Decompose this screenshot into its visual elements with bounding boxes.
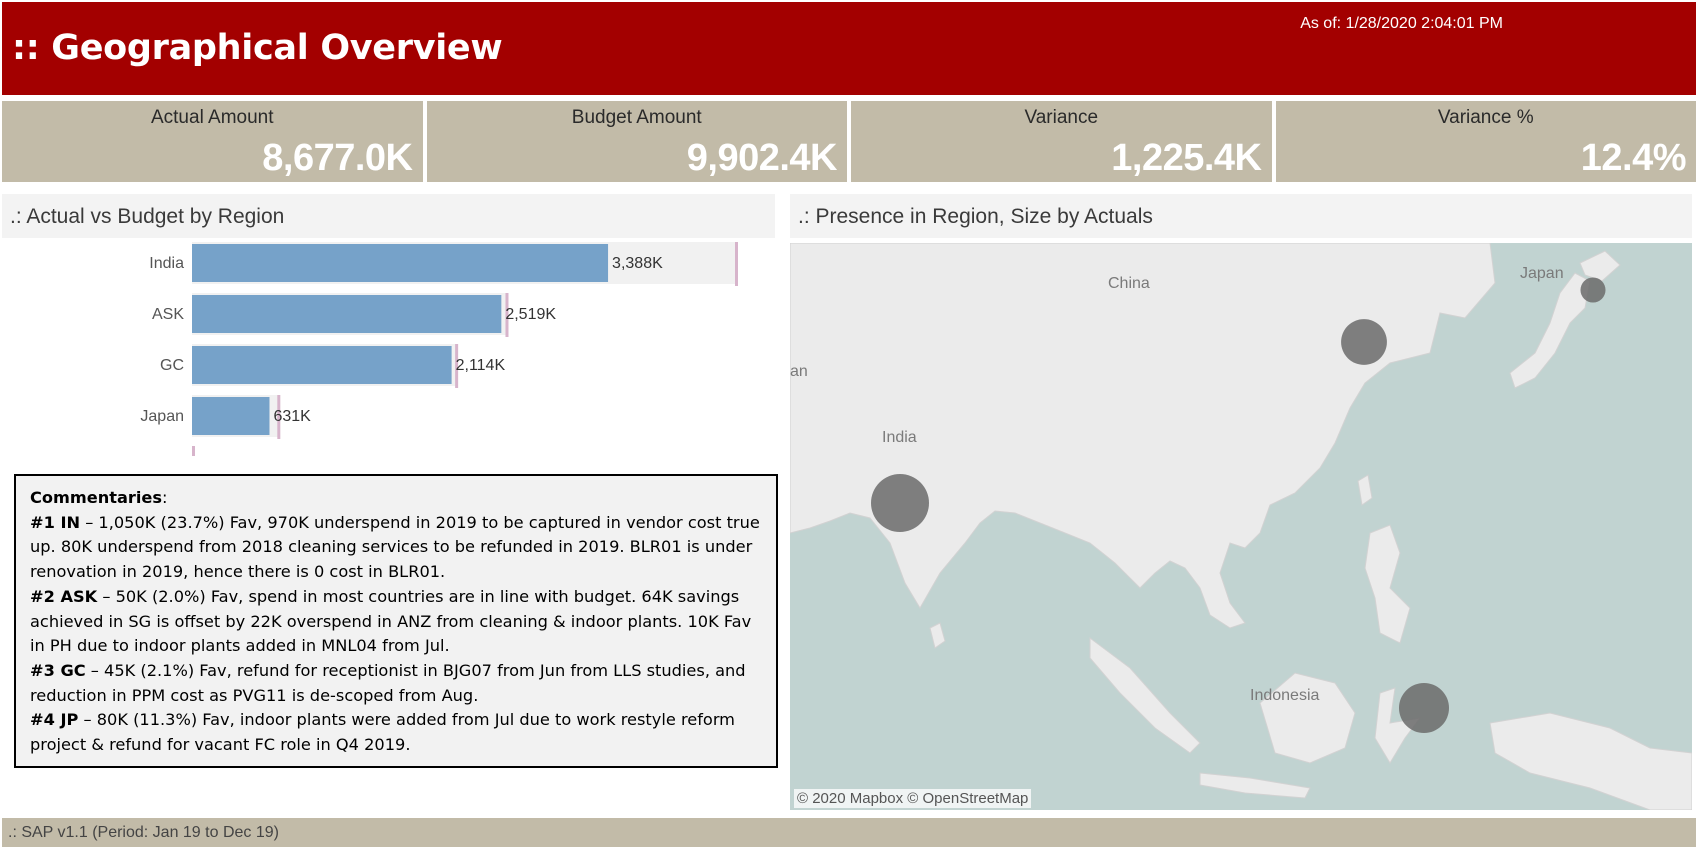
bar-ask[interactable] — [192, 295, 502, 333]
category-label-india: India — [149, 255, 184, 272]
map-label-edge: an — [790, 363, 808, 380]
commentary-item-in: #1 IN – 1,050K (23.7%) Fav, 970K undersp… — [30, 512, 760, 582]
kpi-strip: Actual Amount 8,677.0K Budget Amount 9,9… — [2, 101, 1696, 182]
budget-marker-gc[interactable] — [455, 344, 459, 388]
value-label-india: 3,388K — [612, 255, 663, 272]
value-label-gc: 2,114K — [456, 357, 506, 374]
commentary-item-jp: #4 JP – 80K (11.3%) Fav, indoor plants w… — [30, 710, 735, 755]
kpi-budget-amount[interactable]: Budget Amount 9,902.4K — [426, 101, 847, 182]
page-title: :: Geographical Overview — [12, 28, 503, 68]
kpi-actual-amount[interactable]: Actual Amount 8,677.0K — [2, 101, 423, 182]
kpi-value: 1,225.4K — [1111, 137, 1262, 179]
panel-title: .: Actual vs Budget by Region — [2, 194, 775, 238]
footer-bar: .: SAP v1.1 (Period: Jan 19 to Dec 19) — [2, 818, 1696, 847]
bar-gc[interactable] — [192, 346, 452, 384]
map-label-china: China — [1108, 275, 1150, 292]
budget-marker-ask[interactable] — [505, 293, 509, 337]
map-landmass — [790, 243, 1692, 810]
bar-japan[interactable] — [192, 397, 270, 435]
region-bar-chart: India 3,388K ASK 2,519K GC 2,114K Japan 631K — [2, 238, 775, 470]
map-label-japan: Japan — [1520, 265, 1564, 282]
kpi-value: 12.4% — [1580, 137, 1687, 179]
java-shape — [1199, 772, 1311, 799]
kpi-value: 8,677.0K — [262, 137, 413, 179]
map-bubble-gc[interactable] — [1341, 319, 1387, 365]
map-bubbles — [871, 277, 1606, 734]
actual-vs-budget-panel: .: Actual vs Budget by Region India 3,388… — [2, 194, 778, 810]
as-of-timestamp: As of: 1/28/2020 2:04:01 PM — [1300, 15, 1503, 32]
commentary-item-ask: #2 ASK – 50K (2.0%) Fav, spend in most c… — [30, 586, 752, 656]
commentary-box: Commentaries: #1 IN – 1,050K (23.7%) Fav… — [14, 474, 778, 768]
panel-title: .: Presence in Region, Size by Actuals — [790, 194, 1692, 238]
map-label-india: India — [882, 429, 917, 446]
taiwan-shape — [1357, 474, 1373, 506]
bar-chart-svg: India 3,388K ASK 2,519K GC 2,114K Japan 631K — [140, 242, 738, 456]
presence-map-panel: .: Presence in Region, Size by Actuals — [790, 194, 1692, 810]
kpi-label: Variance % — [1437, 107, 1534, 128]
hokkaido-shape — [1579, 250, 1621, 282]
map-label-indonesia: Indonesia — [1250, 687, 1320, 704]
category-label-japan: Japan — [140, 408, 184, 425]
header-banner: :: Geographical Overview As of: 1/28/202… — [2, 2, 1696, 95]
category-label-ask: ASK — [152, 306, 184, 323]
bar-india[interactable] — [192, 244, 609, 282]
kpi-variance-percent[interactable]: Variance % 12.4% — [1275, 101, 1696, 182]
kpi-label: Budget Amount — [571, 107, 702, 128]
budget-marker-india[interactable] — [735, 242, 738, 286]
map-bubble-ask[interactable] — [1398, 682, 1450, 734]
sumatra-shape — [1089, 637, 1201, 754]
kpi-label: Variance — [1024, 107, 1099, 128]
commentary-item-gc: #3 GC – 45K (2.1%) Fav, refund for recep… — [30, 660, 746, 705]
kpi-value: 9,902.4K — [686, 137, 838, 179]
kpi-label: Actual Amount — [150, 107, 274, 128]
value-label-ask: 2,519K — [505, 306, 556, 323]
map-bubble-india[interactable] — [871, 474, 929, 532]
commentary-heading: Commentaries: — [30, 488, 168, 507]
map-bubble-japan[interactable] — [1580, 277, 1606, 303]
value-label-japan: 631K — [273, 408, 311, 425]
budget-marker-japan[interactable] — [277, 395, 281, 439]
new-guinea-shape — [1489, 712, 1692, 810]
philippines-shape — [1364, 524, 1411, 644]
borneo-shape — [1259, 672, 1356, 764]
kpi-variance[interactable]: Variance 1,225.4K — [851, 101, 1272, 182]
japan-shape — [1509, 272, 1591, 389]
budget-marker-partial — [192, 446, 195, 456]
map-copyright[interactable]: © 2020 Mapbox © OpenStreetMap — [794, 789, 1032, 808]
category-label-gc: GC — [160, 357, 184, 374]
region-map[interactable]: China Japan India Indonesia an © 2020 Ma… — [790, 243, 1692, 810]
asia-mainland-shape — [790, 243, 1496, 629]
srilanka-shape — [929, 622, 946, 649]
